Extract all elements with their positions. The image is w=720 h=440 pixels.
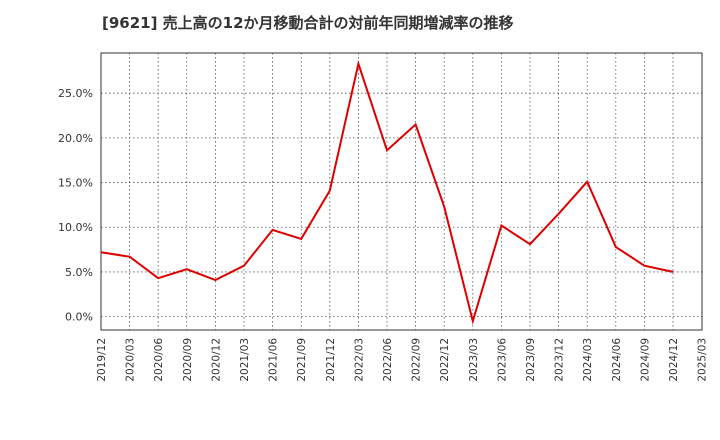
x-tick-label: 2022/03 [353,338,365,382]
x-tick-label: 2022/09 [411,338,423,382]
y-tick-label: 25.0% [58,87,93,100]
chart-title: [9621] 売上高の12か月移動合計の対前年同期増減率の推移 [102,14,514,32]
x-tick-label: 2025/03 [697,338,709,382]
x-tick-label: 2022/12 [439,338,451,382]
plot-area-frame [100,52,703,331]
x-tick-label: 2021/09 [296,338,308,382]
x-tick-label: 2020/03 [125,338,137,382]
y-tick-label: 0.0% [65,311,93,324]
y-tick-label: 5.0% [65,266,93,279]
x-tick-label: 2020/06 [153,338,165,382]
x-tick-label: 2024/03 [582,338,594,382]
x-tick-label: 2019/12 [96,338,108,382]
x-tick-label: 2020/09 [182,338,194,382]
x-tick-label: 2023/03 [468,338,480,382]
x-tick-label: 2024/06 [611,338,623,382]
x-tick-label: 2024/09 [639,338,651,382]
x-tick-label: 2024/12 [668,338,680,382]
y-tick-label: 15.0% [58,177,93,190]
y-tick-label: 10.0% [58,221,93,234]
x-tick-label: 2023/12 [554,338,566,382]
x-tick-label: 2021/12 [325,338,337,382]
x-tick-label: 2023/09 [525,338,537,382]
series-layer [100,59,674,325]
x-tick-label: 2023/06 [496,338,508,382]
x-tick-label: 2021/03 [239,338,251,382]
x-tick-label: 2021/06 [268,338,280,382]
x-tick-label: 2022/06 [382,338,394,382]
axis-labels: 2019/12 2020/03 2020/06 2020/09 2020/12 2021/… [58,87,709,381]
grid-lines [101,53,702,330]
series-line [100,59,674,325]
y-tick-label: 20.0% [58,132,93,145]
x-tick-label: 2020/12 [210,338,222,382]
